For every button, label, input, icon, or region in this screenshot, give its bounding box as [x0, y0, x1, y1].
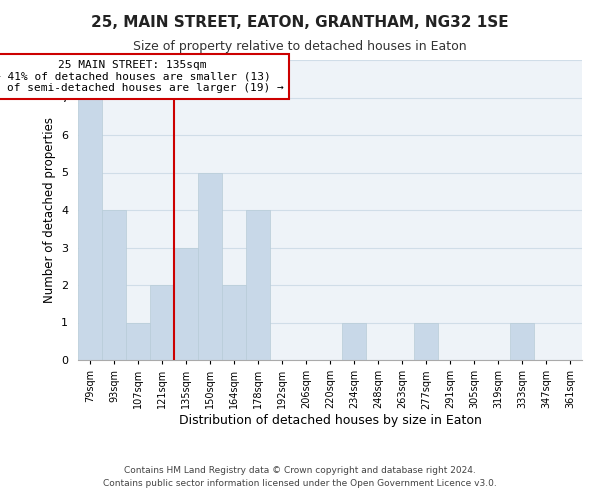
- Bar: [198, 172, 222, 360]
- Text: Contains HM Land Registry data © Crown copyright and database right 2024.
Contai: Contains HM Land Registry data © Crown c…: [103, 466, 497, 487]
- Bar: [414, 322, 438, 360]
- Y-axis label: Number of detached properties: Number of detached properties: [43, 117, 56, 303]
- X-axis label: Distribution of detached houses by size in Eaton: Distribution of detached houses by size …: [179, 414, 481, 427]
- Text: Size of property relative to detached houses in Eaton: Size of property relative to detached ho…: [133, 40, 467, 53]
- Bar: [342, 322, 366, 360]
- Bar: [510, 322, 534, 360]
- Bar: [102, 210, 126, 360]
- Bar: [150, 285, 174, 360]
- Bar: [246, 210, 270, 360]
- Bar: [222, 285, 246, 360]
- Bar: [174, 248, 198, 360]
- Bar: [78, 98, 102, 360]
- Text: 25 MAIN STREET: 135sqm
← 41% of detached houses are smaller (13)
59% of semi-det: 25 MAIN STREET: 135sqm ← 41% of detached…: [0, 60, 284, 93]
- Bar: [126, 322, 150, 360]
- Text: 25, MAIN STREET, EATON, GRANTHAM, NG32 1SE: 25, MAIN STREET, EATON, GRANTHAM, NG32 1…: [91, 15, 509, 30]
